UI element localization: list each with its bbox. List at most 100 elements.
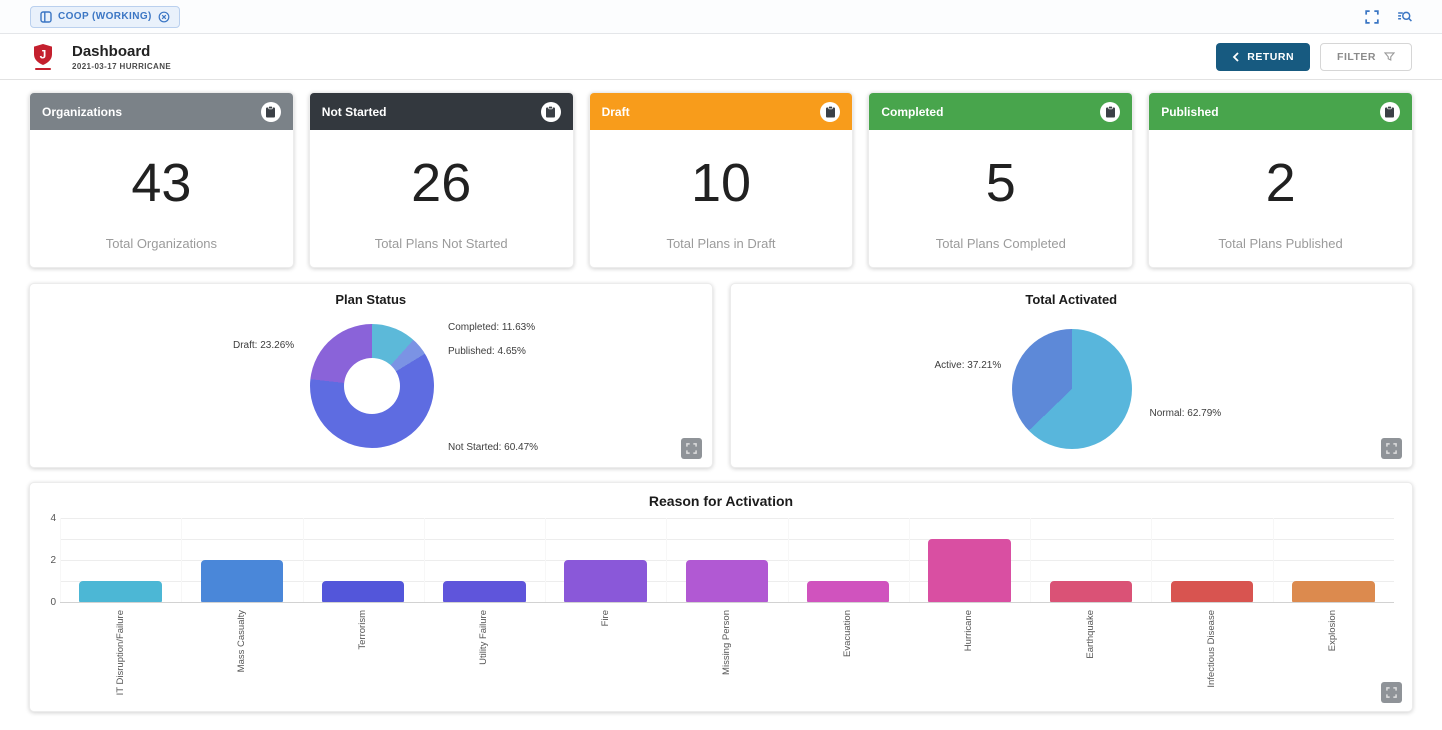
expand-chart-icon[interactable] bbox=[1381, 682, 1402, 703]
donut-hole bbox=[344, 358, 400, 414]
x-axis-label: Mass Casualty bbox=[235, 610, 247, 673]
coop-working-chip[interactable]: COOP (WORKING) bbox=[30, 5, 180, 28]
stat-label: Total Plans Not Started bbox=[374, 236, 508, 251]
bar-slot bbox=[545, 518, 666, 602]
plan-status-card: Plan Status Draft: 23.26% Completed: 11.… bbox=[29, 283, 713, 468]
slice-label-not-started: Not Started: 60.47% bbox=[448, 442, 539, 453]
stat-label: Total Plans Completed bbox=[935, 236, 1066, 251]
stat-title: Organizations bbox=[42, 104, 123, 119]
chart-title: Total Activated bbox=[1025, 292, 1118, 307]
stat-title: Published bbox=[1161, 104, 1219, 119]
x-axis-label: Hurricane bbox=[963, 610, 975, 652]
bar-slot bbox=[181, 518, 302, 602]
stat-label: Total Plans Published bbox=[1218, 236, 1343, 251]
bar-infectious-disease[interactable] bbox=[1170, 581, 1254, 602]
x-axis-label: Missing Person bbox=[720, 610, 732, 675]
stat-title: Not Started bbox=[321, 104, 387, 119]
bar-utility-failure[interactable] bbox=[443, 581, 526, 602]
stats-row: Organizations 43 Total Organizations Not… bbox=[29, 92, 1413, 268]
bar-mass-casualty[interactable] bbox=[200, 560, 284, 602]
chart-title: Reason for Activation bbox=[648, 493, 794, 509]
svg-text:J: J bbox=[40, 48, 47, 62]
stat-value: 2 bbox=[1265, 153, 1296, 213]
expand-chart-icon[interactable] bbox=[680, 438, 702, 459]
chip-label: COOP (WORKING) bbox=[58, 11, 152, 22]
bar-slot bbox=[788, 518, 909, 602]
page-title: Dashboard bbox=[72, 42, 151, 60]
bar-explosion[interactable] bbox=[1292, 581, 1375, 602]
slice-label-normal: Normal: 62.79% bbox=[1149, 408, 1222, 419]
stat-label: Total Organizations bbox=[105, 236, 218, 251]
bar-slot bbox=[1151, 518, 1272, 602]
bars-row bbox=[60, 518, 1394, 602]
x-axis-label: IT Disruption/Failure bbox=[114, 610, 126, 696]
bar-plot-area: 4 2 0 bbox=[50, 513, 1394, 608]
app-logo: J bbox=[30, 43, 56, 70]
bar-it-disruption-failure[interactable] bbox=[79, 581, 162, 602]
stat-card-draft: Draft 10 Total Plans in Draft bbox=[588, 92, 854, 268]
search-preview-icon[interactable] bbox=[1397, 10, 1412, 24]
bar-missing-person[interactable] bbox=[685, 560, 769, 602]
bar-slot bbox=[909, 518, 1030, 602]
y-tick: 0 bbox=[50, 597, 56, 608]
clipboard-icon[interactable] bbox=[820, 101, 841, 122]
stat-card-not-started: Not Started 26 Total Plans Not Started bbox=[308, 92, 574, 268]
stat-card-published: Published 2 Total Plans Published bbox=[1148, 92, 1413, 268]
plan-status-donut[interactable] bbox=[310, 324, 434, 448]
total-activated-card: Total Activated Active: 37.21% Normal: 6… bbox=[729, 283, 1413, 468]
slice-label-completed: Completed: 11.63% bbox=[448, 322, 536, 333]
x-axis-labels: IT Disruption/Failure Mass Casualty Terror… bbox=[60, 610, 1394, 708]
stat-value: 10 bbox=[690, 153, 752, 213]
bar-terrorism[interactable] bbox=[321, 581, 405, 602]
clipboard-icon[interactable] bbox=[260, 101, 281, 122]
page-header: J Dashboard 2021-03-17 HURRICANE RETURN … bbox=[0, 34, 1442, 80]
fullscreen-icon[interactable] bbox=[1365, 9, 1379, 24]
y-tick: 4 bbox=[50, 513, 56, 524]
stat-value: 5 bbox=[985, 153, 1016, 213]
bar-evacuation[interactable] bbox=[807, 581, 890, 602]
x-axis-label: Explosion bbox=[1327, 610, 1339, 652]
x-axis-label: Infectious Disease bbox=[1206, 610, 1218, 688]
stat-title: Draft bbox=[601, 104, 630, 119]
x-axis-label: Fire bbox=[599, 610, 611, 627]
bar-slot bbox=[303, 518, 424, 602]
clipboard-icon[interactable] bbox=[540, 101, 561, 122]
bar-earthquake[interactable] bbox=[1049, 581, 1132, 602]
bar-hurricane[interactable] bbox=[928, 539, 1011, 602]
clipboard-icon[interactable] bbox=[1379, 101, 1400, 122]
x-axis-label: Utility Failure bbox=[478, 610, 490, 665]
slice-label-active: Active: 37.21% bbox=[934, 360, 1002, 371]
y-tick: 2 bbox=[50, 555, 56, 566]
reason-for-activation-card: Reason for Activation 4 2 0 IT Disruptio… bbox=[29, 482, 1413, 712]
stat-label: Total Plans in Draft bbox=[666, 236, 776, 251]
bar-slot bbox=[666, 518, 787, 602]
filter-button[interactable]: FILTER bbox=[1320, 42, 1412, 71]
close-circle-icon[interactable] bbox=[158, 11, 170, 23]
stat-card-completed: Completed 5 Total Plans Completed bbox=[868, 92, 1134, 268]
stat-card-organizations: Organizations 43 Total Organizations bbox=[29, 92, 294, 268]
chart-title: Plan Status bbox=[335, 292, 407, 307]
x-axis-label: Evacuation bbox=[842, 610, 854, 658]
total-activated-pie[interactable] bbox=[1011, 329, 1132, 449]
top-bar: COOP (WORKING) bbox=[0, 0, 1442, 34]
x-axis-label: Earthquake bbox=[1084, 610, 1096, 659]
page-subtitle: 2021-03-17 HURRICANE bbox=[72, 61, 172, 71]
chevron-left-icon bbox=[1232, 51, 1240, 62]
stat-title: Completed bbox=[881, 104, 944, 119]
bar-slot bbox=[60, 518, 181, 602]
bar-slot bbox=[1030, 518, 1151, 602]
clipboard-icon[interactable] bbox=[1100, 101, 1121, 122]
x-axis-label: Terrorism bbox=[357, 610, 369, 650]
stat-value: 26 bbox=[411, 153, 472, 213]
logo-wordmark bbox=[35, 68, 51, 70]
filter-funnel-icon bbox=[1384, 51, 1395, 62]
bar-fire[interactable] bbox=[564, 560, 647, 602]
layout-grid-icon bbox=[40, 10, 52, 23]
slice-label-draft: Draft: 23.26% bbox=[233, 340, 295, 351]
expand-chart-icon[interactable] bbox=[1381, 438, 1402, 459]
slice-label-published: Published: 4.65% bbox=[448, 346, 526, 357]
return-button[interactable]: RETURN bbox=[1216, 42, 1311, 71]
bar-slot bbox=[424, 518, 545, 602]
bar-slot bbox=[1273, 518, 1394, 602]
stat-value: 43 bbox=[131, 153, 192, 213]
